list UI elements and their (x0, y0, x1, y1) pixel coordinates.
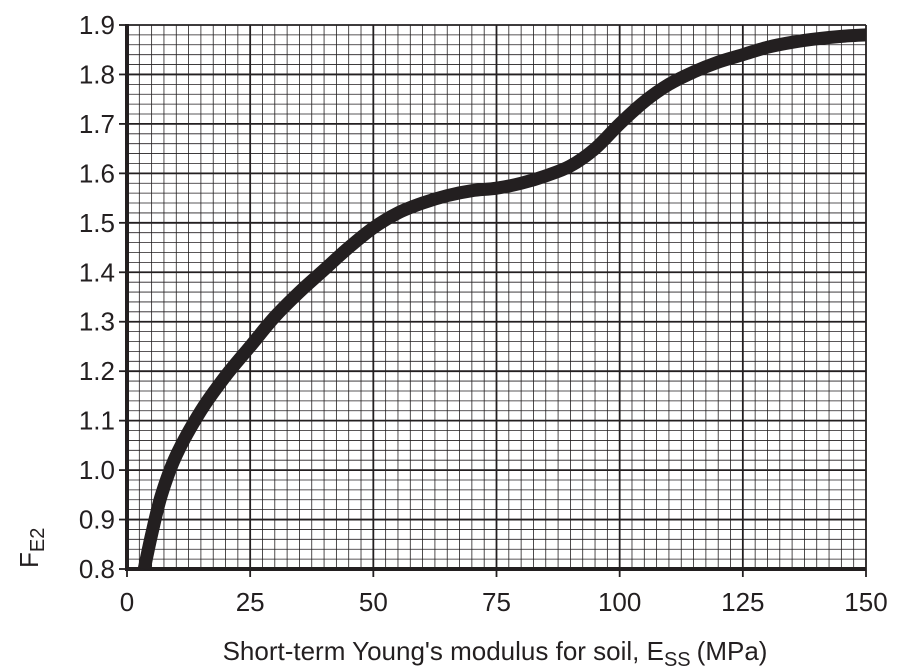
x-tick-label: 125 (721, 587, 764, 617)
axes (119, 24, 867, 577)
y-axis-title: FE2 (14, 528, 49, 568)
x-tick-labels: 0 25 50 75 100 125 150 (120, 587, 888, 617)
y-tick-label: 1.7 (79, 109, 115, 139)
y-tick-label: 0.8 (79, 554, 115, 584)
x-tick-label: 25 (236, 587, 265, 617)
x-tick-label: 0 (120, 587, 134, 617)
x-tick-label: 150 (844, 587, 887, 617)
series-layer (137, 28, 867, 571)
y-tick-label: 1.3 (79, 307, 115, 337)
x-tick-label: 100 (598, 587, 641, 617)
y-tick-label: 1.6 (79, 158, 115, 188)
y-tick-labels: 0.8 0.9 1.0 1.1 1.2 1.3 1.4 1.5 1.6 1.7 1.8 1.9 (79, 10, 115, 584)
y-tick-label: 1.8 (79, 59, 115, 89)
y-tick-label: 1.9 (79, 10, 115, 40)
x-tick-label: 50 (359, 587, 388, 617)
y-tick-label: 1.1 (79, 406, 115, 436)
x-tick-label: 75 (482, 587, 511, 617)
major-grid (126, 24, 867, 570)
y-tick-label: 1.4 (79, 257, 115, 287)
y-tick-label: 1.0 (79, 455, 115, 485)
y-tick-label: 0.9 (79, 505, 115, 535)
series-line (137, 28, 867, 571)
x-axis-title: Short-term Young's modulus for soil, ESS… (223, 636, 768, 671)
y-tick-label: 1.2 (79, 356, 115, 386)
y-tick-label: 1.5 (79, 208, 115, 238)
